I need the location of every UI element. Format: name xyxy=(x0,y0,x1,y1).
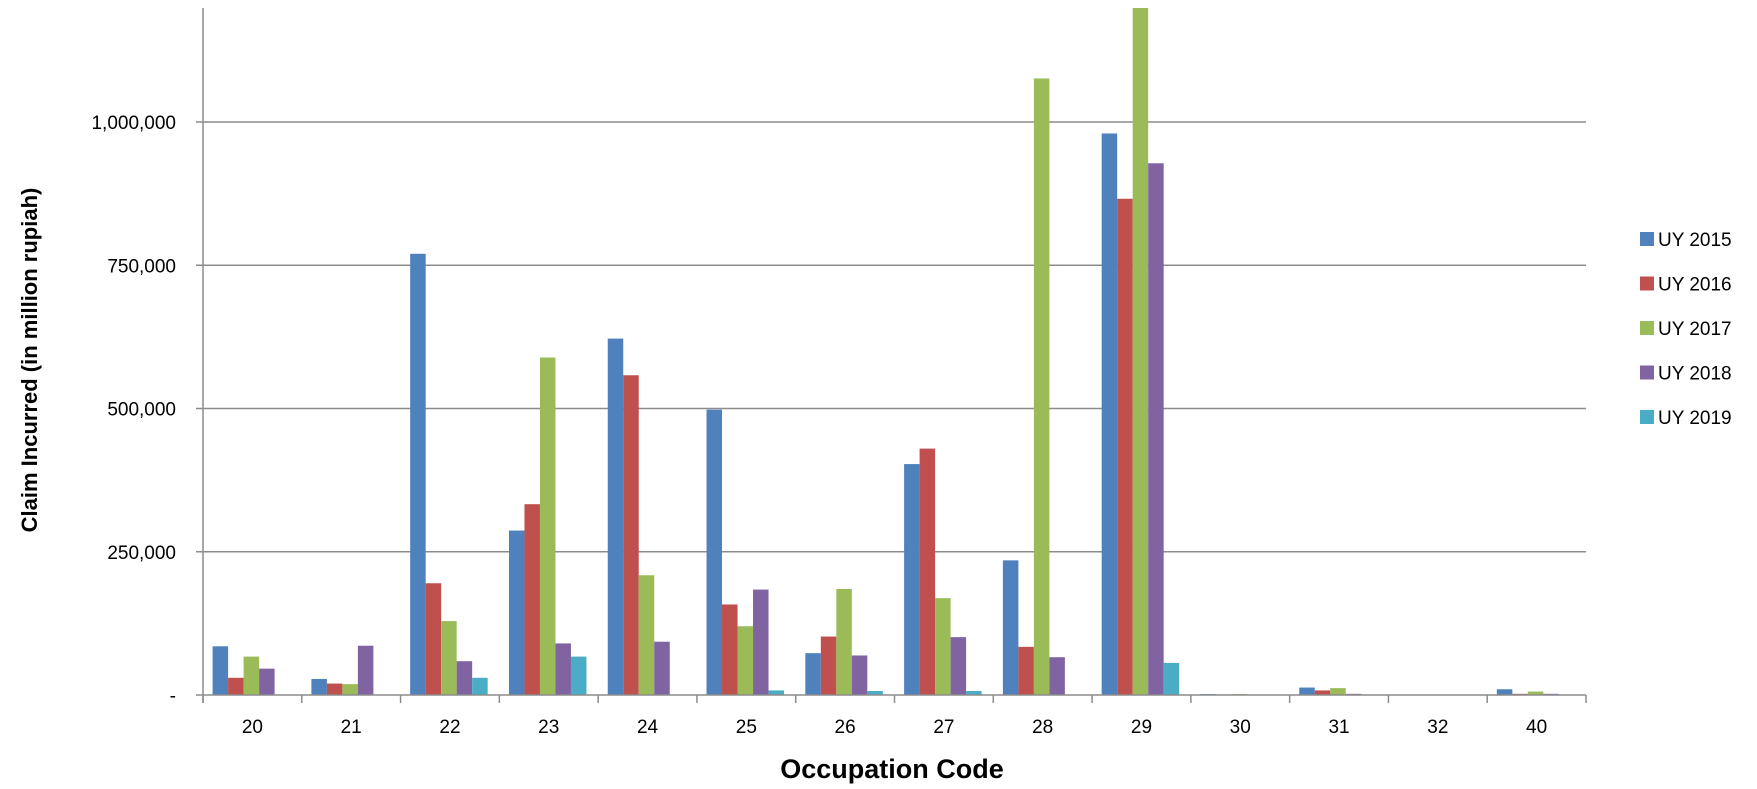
legend-label: UY 2018 xyxy=(1658,364,1732,385)
x-tick-label: 26 xyxy=(835,717,856,738)
bar xyxy=(326,683,343,695)
x-tick-label: 20 xyxy=(242,717,263,738)
bar xyxy=(425,583,442,695)
bar xyxy=(1299,687,1315,695)
bar xyxy=(737,626,754,695)
bar xyxy=(950,637,967,695)
series-uy-2015 xyxy=(212,133,1513,696)
bar xyxy=(472,677,488,695)
legend-item: UY 2017 xyxy=(1640,319,1732,340)
bar xyxy=(212,646,229,695)
legend-item: UY 2019 xyxy=(1640,408,1732,429)
y-axis-label: Claim Incurred (in million rupiah) xyxy=(17,188,42,533)
bar xyxy=(456,661,473,695)
bar xyxy=(753,589,769,695)
legend-swatch xyxy=(1640,276,1654,291)
legend-swatch xyxy=(1640,232,1654,246)
legend-item: UY 2018 xyxy=(1640,364,1732,385)
legend-swatch xyxy=(1640,410,1654,424)
bar xyxy=(904,464,920,695)
bar xyxy=(1101,133,1118,695)
bar xyxy=(654,641,670,695)
bar xyxy=(623,375,639,695)
bar xyxy=(706,409,723,695)
bar xyxy=(1330,688,1346,695)
legend-swatch xyxy=(1640,321,1654,335)
x-tick-label: 27 xyxy=(933,717,954,738)
bar xyxy=(768,690,785,695)
x-tick-label: 24 xyxy=(637,717,659,738)
bar xyxy=(1132,8,1149,695)
bar xyxy=(836,588,852,695)
bar xyxy=(919,448,936,695)
y-tick-label: 750,000 xyxy=(107,256,176,277)
x-tick-label: 30 xyxy=(1230,717,1251,738)
bar xyxy=(555,643,571,695)
bar xyxy=(1117,198,1133,696)
series-uy-2018 xyxy=(259,163,1559,696)
x-tick-label: 23 xyxy=(538,717,559,738)
bar xyxy=(935,598,951,695)
bar xyxy=(966,690,982,695)
x-tick-label: 40 xyxy=(1526,717,1547,738)
bar xyxy=(342,684,358,695)
bar xyxy=(1018,646,1034,695)
legend-label: UY 2016 xyxy=(1658,275,1732,296)
x-tick-labels: 20 21 22 23 24 25 26 27 28 29 30 31 32 40 xyxy=(242,717,1547,738)
x-tick-label: 29 xyxy=(1131,717,1152,738)
bar xyxy=(570,656,587,695)
bar xyxy=(1496,689,1513,695)
legend-label: UY 2017 xyxy=(1658,319,1732,340)
gridlines xyxy=(203,121,1586,553)
bar xyxy=(851,655,868,695)
x-tick-label: 22 xyxy=(439,717,460,738)
y-tick-label: 1,000,000 xyxy=(91,113,176,134)
legend-item: UY 2015 xyxy=(1640,230,1732,251)
bars xyxy=(212,8,1559,696)
x-tick-label: 21 xyxy=(341,717,362,738)
y-tick-label: 500,000 xyxy=(107,400,176,421)
bar xyxy=(638,575,655,695)
bar xyxy=(1002,560,1019,695)
bar xyxy=(410,253,426,696)
series-uy-2016 xyxy=(228,198,1528,696)
bar xyxy=(441,621,457,695)
legend-label: UY 2019 xyxy=(1658,408,1732,429)
axes xyxy=(196,8,1587,703)
bar xyxy=(1148,163,1164,696)
y-tick-labels: - 250,000 500,000 750,000 1,000,000 xyxy=(91,113,176,707)
legend-label: UY 2015 xyxy=(1658,230,1732,251)
bar xyxy=(607,338,624,695)
y-tick-label: 250,000 xyxy=(107,543,176,564)
legend-swatch xyxy=(1640,365,1654,380)
bar xyxy=(228,677,244,695)
x-tick-label: 25 xyxy=(736,717,757,738)
bar xyxy=(357,645,374,695)
bar xyxy=(539,357,556,695)
bar xyxy=(508,530,525,695)
bar xyxy=(1314,690,1331,695)
legend-item: UY 2016 xyxy=(1640,275,1732,296)
bar xyxy=(805,653,821,695)
bar xyxy=(1527,691,1544,695)
bar xyxy=(722,604,738,695)
x-tick-label: 28 xyxy=(1032,717,1053,738)
bar xyxy=(311,678,327,695)
series-uy-2019 xyxy=(472,656,1180,695)
bar xyxy=(820,636,837,695)
bar xyxy=(1163,662,1180,695)
legend: UY 2015 UY 2016 UY 2017 UY 2018 UY 2019 xyxy=(1640,230,1732,429)
bar xyxy=(1033,78,1050,695)
bar xyxy=(1049,657,1065,695)
series-uy-2017 xyxy=(243,8,1544,695)
x-tick-label: 31 xyxy=(1328,717,1349,738)
x-tick-label: 32 xyxy=(1427,717,1448,738)
bar xyxy=(259,668,275,695)
x-axis-label: Occupation Code xyxy=(780,754,1004,784)
bar xyxy=(867,690,883,695)
y-tick-label: - xyxy=(170,686,176,707)
bar xyxy=(524,504,540,695)
bar xyxy=(243,656,260,695)
